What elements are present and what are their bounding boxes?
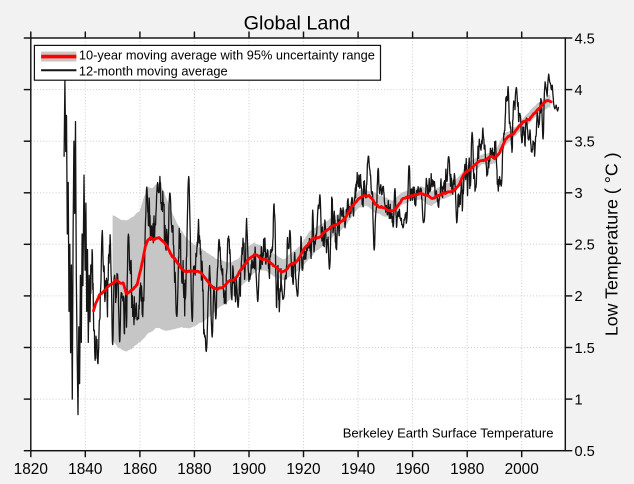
svg-text:10-year moving average with 95: 10-year moving average with 95% uncertai… <box>79 48 375 63</box>
svg-text:3: 3 <box>575 186 583 202</box>
svg-text:1.5: 1.5 <box>575 341 595 357</box>
svg-text:2000: 2000 <box>505 461 539 478</box>
svg-text:3.5: 3.5 <box>575 135 595 151</box>
svg-text:1840: 1840 <box>68 461 102 478</box>
svg-text:Low Temperature ( °C ): Low Temperature ( °C ) <box>602 152 622 336</box>
svg-text:1860: 1860 <box>123 461 157 478</box>
svg-text:1940: 1940 <box>341 461 375 478</box>
svg-text:1880: 1880 <box>177 461 211 478</box>
svg-text:2: 2 <box>575 289 583 305</box>
svg-text:Global Land: Global Land <box>244 13 351 35</box>
svg-text:4.5: 4.5 <box>575 31 595 47</box>
svg-text:4: 4 <box>575 83 583 99</box>
svg-text:12-month moving average: 12-month moving average <box>79 63 228 78</box>
svg-text:1980: 1980 <box>450 461 484 478</box>
svg-text:Berkeley Earth Surface Tempera: Berkeley Earth Surface Temperature <box>343 426 554 441</box>
svg-text:2.5: 2.5 <box>575 238 595 254</box>
svg-text:1960: 1960 <box>395 461 429 478</box>
svg-text:0.5: 0.5 <box>575 444 595 460</box>
svg-text:1920: 1920 <box>286 461 320 478</box>
svg-text:1900: 1900 <box>232 461 266 478</box>
svg-text:1820: 1820 <box>14 461 48 478</box>
svg-text:1: 1 <box>575 392 583 408</box>
